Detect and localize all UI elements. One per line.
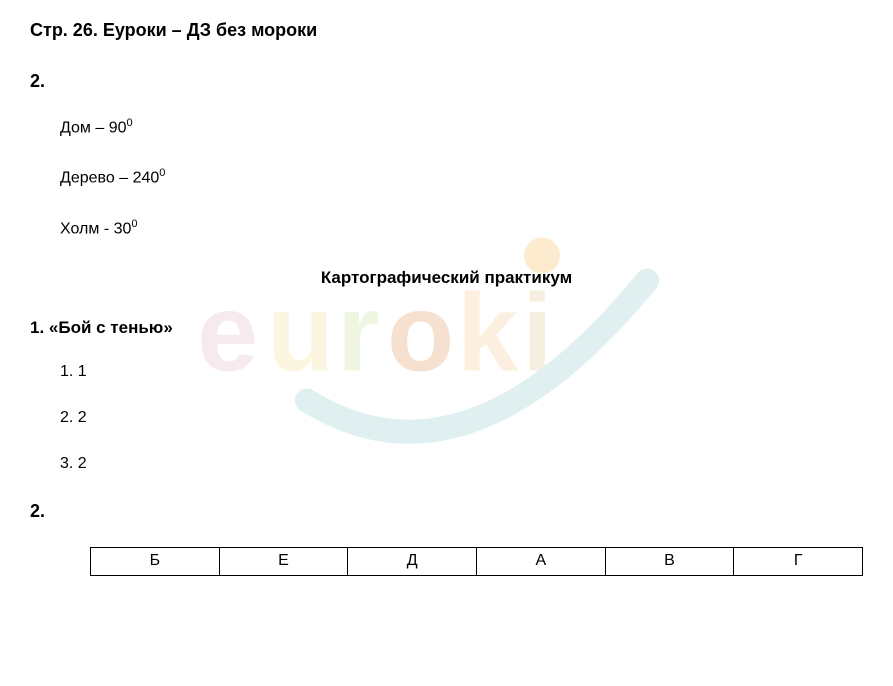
table-row: Б Е Д А В Г <box>91 547 863 575</box>
item-num: 3. <box>60 455 73 472</box>
item-num: 1. <box>60 363 73 380</box>
answer-table: Б Е Д А В Г <box>90 547 863 576</box>
degree-sup: 0 <box>131 218 137 230</box>
table-cell: Д <box>348 547 477 575</box>
item-num: 2. <box>60 409 73 426</box>
value-derevo: 240 <box>133 170 160 187</box>
degree-sup: 0 <box>159 167 165 179</box>
data-line-holm: Холм - 300 <box>60 218 863 238</box>
degree-sup: 0 <box>127 117 133 129</box>
sep: - <box>104 220 109 237</box>
item-val: 2 <box>78 455 87 472</box>
page-content: Стр. 26. Еуроки – ДЗ без мороки 2. Дом –… <box>30 20 863 576</box>
item-val: 1 <box>78 363 87 380</box>
label-holm: Холм <box>60 220 99 237</box>
practicum-heading: Картографический практикум <box>30 268 863 288</box>
list-item-3: 3. 2 <box>60 455 863 473</box>
item-val: 2 <box>78 409 87 426</box>
section-2-number: 2. <box>30 71 863 92</box>
table-cell: А <box>476 547 605 575</box>
page-title: Стр. 26. Еуроки – ДЗ без мороки <box>30 20 863 41</box>
table-cell: Е <box>219 547 348 575</box>
list-item-1: 1. 1 <box>60 363 863 381</box>
value-dom: 90 <box>109 119 127 136</box>
table-cell: В <box>605 547 734 575</box>
sep: – <box>119 170 128 187</box>
data-line-dom: Дом – 900 <box>60 117 863 137</box>
table-cell: Г <box>734 547 863 575</box>
label-dom: Дом <box>60 119 91 136</box>
data-line-derevo: Дерево – 2400 <box>60 167 863 187</box>
label-derevo: Дерево <box>60 170 115 187</box>
task1-heading: 1. «Бой с тенью» <box>30 318 863 338</box>
value-holm: 30 <box>114 220 132 237</box>
table-cell: Б <box>91 547 220 575</box>
task2-number: 2. <box>30 501 863 522</box>
sep: – <box>95 119 104 136</box>
list-item-2: 2. 2 <box>60 409 863 427</box>
